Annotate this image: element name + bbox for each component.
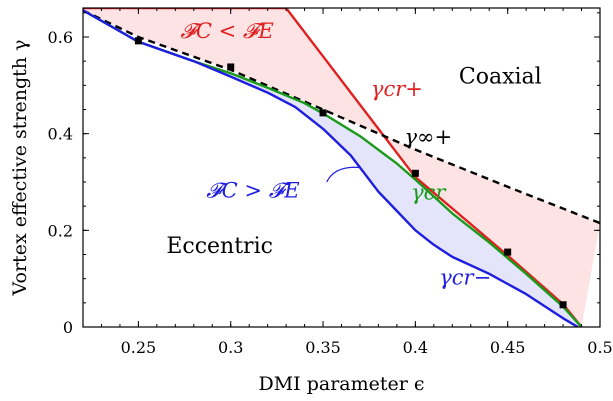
annotation-gamma-cr: γcr — [411, 181, 447, 205]
data-point-marker — [411, 169, 419, 177]
data-point-marker — [134, 37, 142, 45]
annotation-leader-line — [326, 166, 361, 183]
annotation-gamma-cr-plus: γcr+ — [371, 77, 423, 101]
x-tick-label: 0.5 — [587, 338, 612, 357]
series-line-gamma-cr-minus — [83, 9, 579, 327]
region-fill-fc-greater-fe — [83, 10, 582, 328]
y-tick-label: 0.4 — [48, 125, 73, 144]
x-tick-label: 0.35 — [305, 338, 341, 357]
x-tick-label: 0.4 — [403, 338, 428, 357]
region-label-coaxial: Coaxial — [459, 65, 542, 90]
annotation-fc-greater-fe: 𝓕C > 𝓕E — [206, 178, 299, 202]
data-point-marker — [559, 301, 567, 309]
annotation-gamma-cr-minus: γcr− — [439, 265, 491, 289]
data-point-marker — [504, 248, 512, 256]
x-axis-label: DMI parameter ϵ — [258, 373, 424, 395]
annotation-fc-less-fe: 𝓕C < 𝓕E — [180, 19, 273, 43]
annotation-gamma-inf-plus: γ∞+ — [404, 125, 452, 149]
data-point-marker — [319, 109, 327, 117]
series-line-gamma-inf-plus — [83, 9, 600, 225]
x-tick-label: 0.25 — [121, 338, 157, 357]
data-point-marker — [227, 63, 235, 71]
y-tick-label: 0.2 — [48, 221, 73, 240]
series-line-gamma-cr-plus — [83, 8, 583, 327]
x-tick-label: 0.45 — [490, 338, 526, 357]
y-axis-label: Vortex effective strength γ — [9, 40, 31, 297]
x-tick-label: 0.3 — [218, 338, 243, 357]
y-tick-label: 0.6 — [48, 28, 73, 47]
region-label-eccentric: Eccentric — [166, 234, 273, 259]
y-tick-label: 0 — [63, 318, 73, 337]
